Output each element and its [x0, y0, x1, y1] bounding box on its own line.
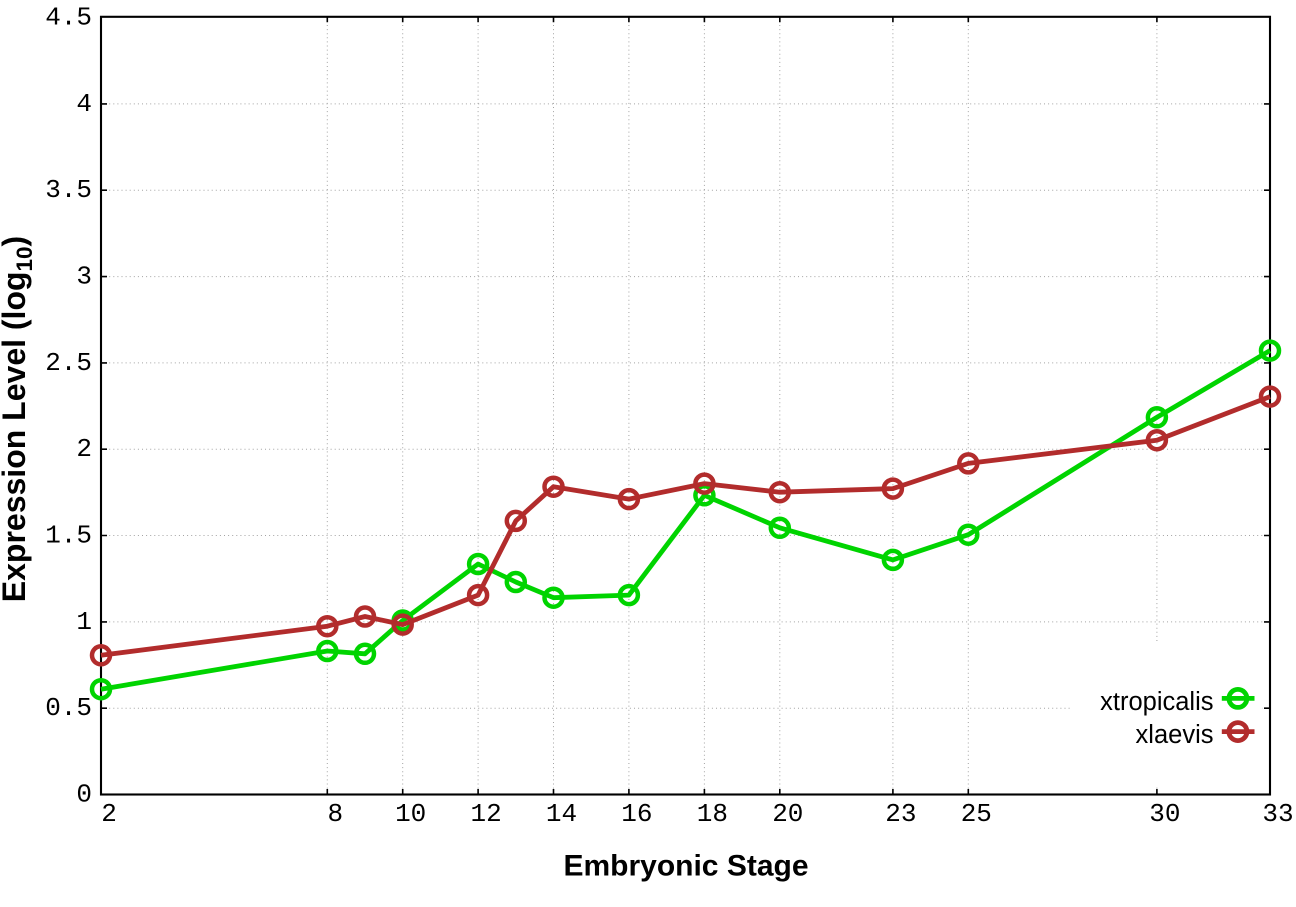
svg-text:1.5: 1.5: [45, 521, 92, 551]
svg-text:3: 3: [76, 262, 92, 292]
svg-text:Embryonic Stage: Embryonic Stage: [563, 850, 808, 883]
svg-text:0: 0: [76, 780, 92, 810]
svg-text:xlaevis: xlaevis: [1136, 721, 1214, 749]
svg-text:xtropicalis: xtropicalis: [1100, 688, 1213, 716]
svg-text:8: 8: [327, 799, 343, 829]
svg-text:18: 18: [697, 799, 728, 829]
svg-text:Expression Level (log10): Expression Level (log10): [0, 236, 37, 602]
svg-text:3.5: 3.5: [45, 175, 92, 205]
svg-text:2: 2: [76, 434, 92, 464]
svg-text:2: 2: [101, 799, 117, 829]
svg-text:20: 20: [772, 799, 803, 829]
svg-text:2.5: 2.5: [45, 348, 92, 378]
svg-text:14: 14: [546, 799, 577, 829]
svg-text:4.5: 4.5: [45, 3, 92, 33]
svg-text:23: 23: [885, 799, 916, 829]
svg-text:33: 33: [1262, 799, 1293, 829]
svg-text:1: 1: [76, 607, 92, 637]
svg-text:0.5: 0.5: [45, 693, 92, 723]
svg-text:30: 30: [1149, 799, 1180, 829]
svg-text:4: 4: [76, 89, 92, 119]
svg-text:12: 12: [470, 799, 501, 829]
svg-text:16: 16: [621, 799, 652, 829]
svg-text:10: 10: [395, 799, 426, 829]
svg-text:25: 25: [961, 799, 992, 829]
